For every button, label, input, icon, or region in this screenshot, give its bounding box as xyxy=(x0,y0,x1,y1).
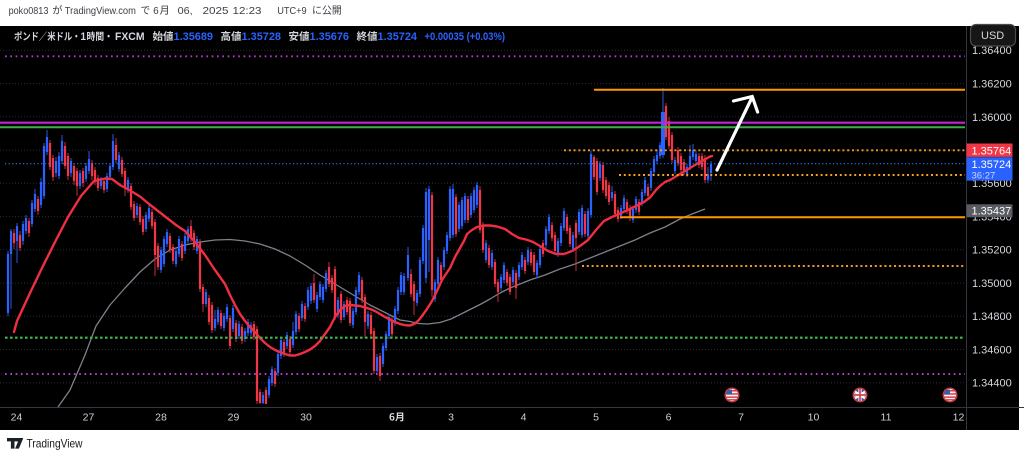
svg-text:1: 1 xyxy=(81,31,87,43)
svg-text:6: 6 xyxy=(666,412,672,424)
svg-text:1.35200: 1.35200 xyxy=(972,245,1012,257)
svg-text:1.35000: 1.35000 xyxy=(972,278,1012,290)
svg-text:7: 7 xyxy=(738,412,744,424)
svg-text:1.36000: 1.36000 xyxy=(972,112,1012,124)
svg-text:1.34400: 1.34400 xyxy=(972,378,1012,390)
svg-text:2025: 2025 xyxy=(203,6,229,17)
svg-text:6: 6 xyxy=(153,6,159,17)
svg-text:30: 30 xyxy=(300,412,312,424)
svg-text:24: 24 xyxy=(11,412,23,424)
svg-text:1.35689: 1.35689 xyxy=(174,31,214,43)
svg-text:1.35600: 1.35600 xyxy=(972,178,1012,190)
svg-text:06,: 06, xyxy=(178,6,193,17)
svg-text:11: 11 xyxy=(881,412,892,424)
svg-text:1.35724: 1.35724 xyxy=(378,31,418,43)
svg-text:28: 28 xyxy=(155,412,167,424)
svg-text:5: 5 xyxy=(593,412,599,424)
svg-text:10: 10 xyxy=(808,412,820,424)
svg-text:1.35764: 1.35764 xyxy=(972,145,1012,157)
svg-text:29: 29 xyxy=(228,412,240,424)
svg-text:poko0813: poko0813 xyxy=(9,6,49,17)
svg-text:4: 4 xyxy=(521,412,527,424)
svg-text:27: 27 xyxy=(83,412,95,424)
svg-text:1.36200: 1.36200 xyxy=(972,79,1012,91)
svg-text:FXCM: FXCM xyxy=(115,31,145,43)
svg-text:1.35437: 1.35437 xyxy=(972,206,1012,218)
svg-text:USD: USD xyxy=(981,30,1004,42)
svg-text:1.35728: 1.35728 xyxy=(242,31,282,43)
svg-text:12:23: 12:23 xyxy=(233,6,262,17)
svg-text:1.35676: 1.35676 xyxy=(310,31,350,43)
svg-text:1.36400: 1.36400 xyxy=(972,45,1012,57)
svg-text:1.35724: 1.35724 xyxy=(972,159,1012,171)
svg-text:3: 3 xyxy=(448,412,454,424)
svg-text:36:27: 36:27 xyxy=(972,171,996,182)
svg-text:1.34600: 1.34600 xyxy=(972,344,1012,356)
svg-text:+0.00035 (+0.03%): +0.00035 (+0.03%) xyxy=(425,31,506,43)
svg-text:12: 12 xyxy=(953,412,965,424)
svg-text:1.34800: 1.34800 xyxy=(972,311,1012,323)
svg-text:TradingView.com: TradingView.com xyxy=(65,6,136,17)
svg-text:TradingView: TradingView xyxy=(27,437,83,451)
svg-text:UTC+9: UTC+9 xyxy=(277,6,307,17)
